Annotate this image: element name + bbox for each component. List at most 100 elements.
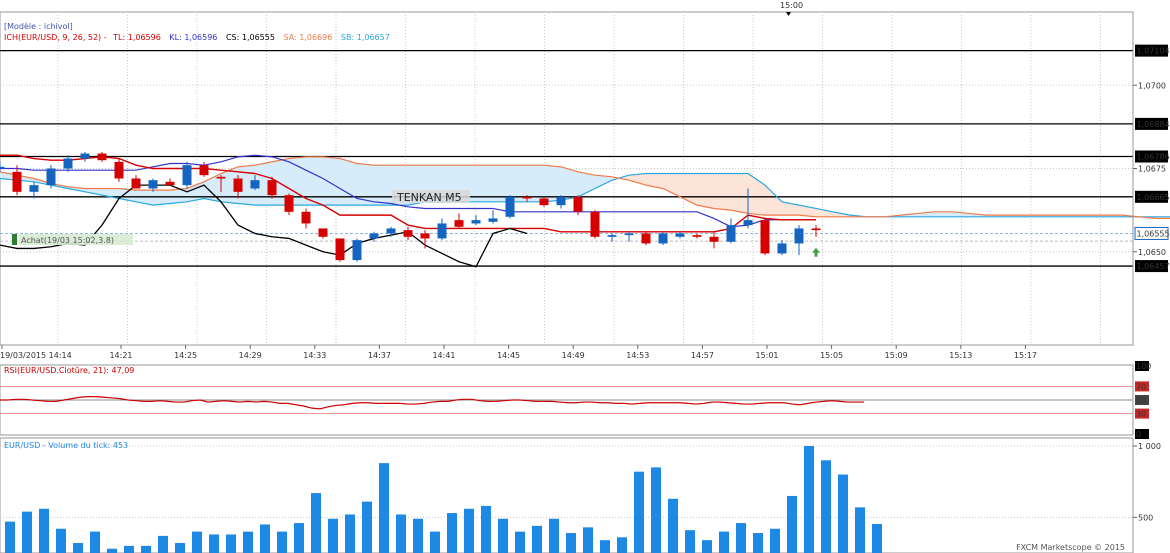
volume-bar — [209, 534, 219, 553]
candle-down — [12, 171, 22, 192]
level-tag-label: 1,06786 — [1137, 153, 1170, 162]
time-tick-label: 14:41 — [432, 351, 455, 360]
kumo-segment — [510, 165, 527, 202]
candle-up — [80, 153, 90, 159]
volume-bar — [141, 545, 151, 553]
kumo-segment — [153, 190, 170, 206]
rsi-tag — [1135, 361, 1149, 371]
volume-bar — [481, 505, 491, 553]
candle-down — [760, 220, 770, 254]
volume-bar — [362, 501, 372, 553]
rsi-pane[interactable]: RSI(EUR/USD.Clotûre, 21): 47,09 100 70 50 3… — [0, 361, 1151, 439]
volume-axis: 1 000 500 — [1133, 442, 1161, 522]
tenkan-annotation: TENKAN M5 — [396, 191, 462, 204]
time-tick-label: 14:45 — [497, 351, 520, 360]
candle-down — [522, 196, 532, 199]
volume-title: EUR/USD - Volume du tick: 453 — [4, 441, 128, 450]
candle-up — [352, 240, 362, 261]
level-tag — [1135, 44, 1168, 57]
volume-bar — [294, 523, 304, 553]
level-tag-label: 1,07104 — [1137, 47, 1170, 56]
volume-bar — [396, 514, 406, 553]
volume-bar — [39, 508, 49, 553]
volume-bar — [719, 531, 729, 553]
current-price-tag-label: 1,06555 — [1137, 229, 1170, 238]
rsi-tag — [1135, 429, 1149, 439]
candle-up — [624, 233, 634, 236]
candlesticks — [0, 151, 821, 262]
price-tick-label: 1,0700 — [1138, 81, 1166, 90]
candle-up — [777, 243, 787, 254]
volume-bar — [753, 533, 763, 553]
volume-bar — [260, 524, 270, 553]
candle-up — [386, 228, 396, 234]
candle-down — [641, 233, 651, 244]
candle-down — [301, 211, 311, 224]
kumo-segment — [714, 173, 731, 211]
volume-bar — [22, 511, 32, 553]
kumo-segment — [374, 165, 391, 206]
senkou-span-a-line — [0, 156, 1170, 220]
volume-bar — [192, 531, 202, 553]
kumo-segment — [544, 165, 561, 202]
kumo-segment — [782, 201, 799, 216]
tl-value: TL: 1,06596 — [112, 33, 161, 42]
volume-bar — [685, 530, 695, 553]
time-tick-label: 15:05 — [820, 351, 843, 360]
level-tag — [1135, 150, 1168, 163]
volume-bar — [566, 533, 576, 553]
time-tick-label: 14:29 — [239, 351, 262, 360]
buy-arrow-icon[interactable] — [812, 247, 820, 257]
price-tick-label: 1,0650 — [1138, 248, 1166, 257]
kumo-segment — [561, 166, 578, 201]
volume-bar — [158, 535, 168, 553]
volume-bar — [583, 527, 593, 553]
candle-up — [675, 233, 685, 237]
kumo-segment — [748, 173, 765, 216]
time-tick-label: 14:37 — [368, 351, 391, 360]
time-tick-label: 14:25 — [174, 351, 197, 360]
volume-bar — [175, 543, 185, 553]
candle-down — [114, 161, 124, 179]
candle-down — [573, 196, 583, 212]
candle-up — [726, 225, 736, 242]
volume-bar — [702, 540, 712, 553]
candle-down — [318, 228, 328, 237]
candle-down — [403, 230, 413, 237]
kumo-segment — [357, 163, 374, 206]
kumo-segment — [289, 156, 306, 206]
rsi-tick-label: 70 — [1136, 382, 1146, 391]
volume-bar — [532, 525, 542, 553]
volume-bar — [668, 498, 678, 553]
volume-bar — [872, 524, 882, 553]
volume-bar — [430, 531, 440, 553]
volume-bar — [5, 521, 15, 553]
kumo-segment — [663, 173, 680, 197]
kumo-segment — [238, 165, 255, 206]
candle-down — [692, 235, 702, 237]
ich-prefix: ICH(EUR/USD, 9, 26, 52) - — [4, 33, 107, 42]
kumo-segment — [119, 188, 136, 202]
trade-marker[interactable] — [12, 234, 17, 245]
volume-bar — [413, 518, 423, 553]
price-axis[interactable]: 1,0700 1,0675 1,0650 1,07104 1,06884 1,06786 1… — [1132, 12, 1170, 345]
current-time-marker-icon — [786, 12, 791, 16]
rsi-tag — [1135, 381, 1149, 392]
time-tick-label: 15:17 — [1014, 351, 1037, 360]
candle-up — [369, 233, 379, 239]
rsi-title: RSI(EUR/USD.Clotûre, 21): 47,09 — [4, 366, 134, 375]
volume-bar — [277, 531, 287, 553]
price-pane[interactable]: [Modèle : ichivol] ICH(EUR/USD, 9, 26, 5… — [0, 11, 1170, 346]
candle-down — [709, 236, 719, 242]
candle-up — [471, 220, 481, 224]
volume-bar — [464, 508, 474, 553]
rsi-axis: 100 70 50 30 0 — [1135, 361, 1151, 439]
time-tick-label: 14:49 — [562, 351, 585, 360]
cs-value: CS: 1,06555 — [226, 33, 275, 42]
time-axis[interactable]: 19/03/2015 14:14 14:21 14:25 14:29 14:33 14:3… — [0, 344, 1133, 360]
kumo-segment — [85, 188, 102, 196]
kumo-segment — [221, 166, 238, 204]
sa-value: SA: 1,06696 — [283, 33, 332, 42]
kumo-segment — [476, 165, 493, 202]
volume-pane[interactable]: EUR/USD - Volume du tick: 453 1 000 500 F… — [0, 437, 1161, 553]
